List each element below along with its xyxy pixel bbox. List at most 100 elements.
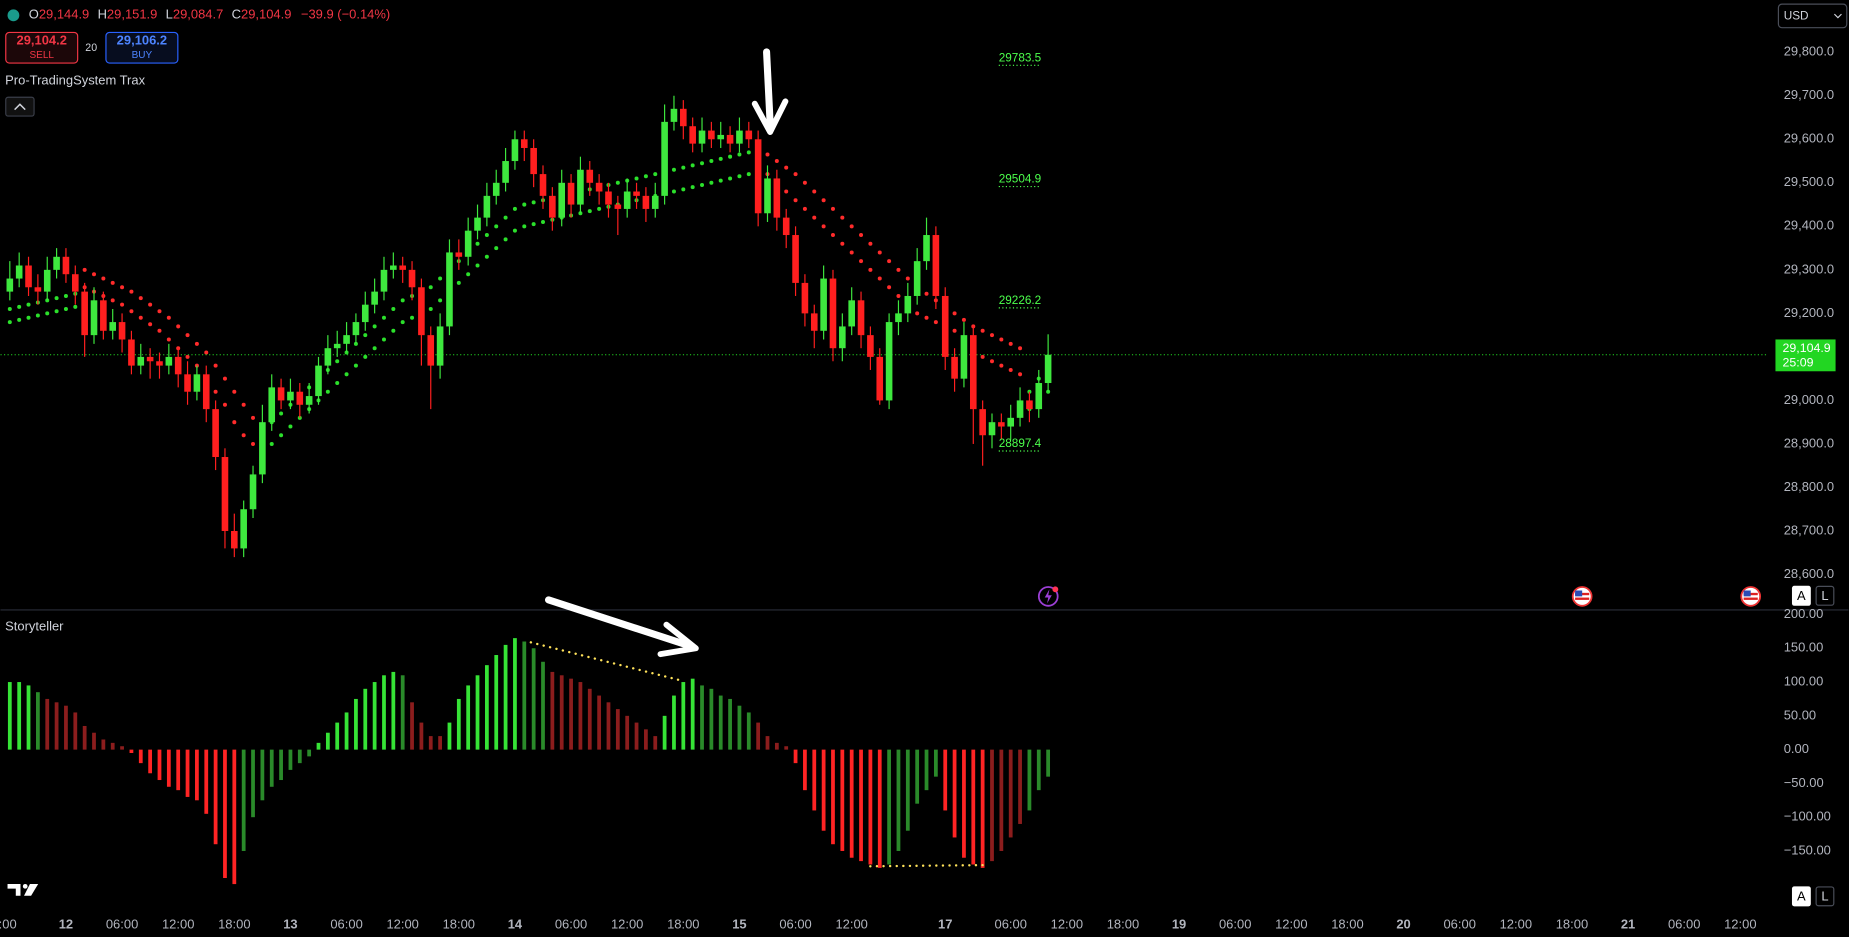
legend-change: −39.9 (−0.14%) [301,7,390,22]
currency-label[interactable]: USD [1784,10,1809,23]
histogram-bar [765,736,770,750]
candle-body [174,356,182,375]
legend-value: 29,084.7 [173,7,223,22]
candle-body [62,256,70,275]
legend-value: 29,151.9 [107,7,157,22]
y-tick-label: 50.00 [1784,707,1816,722]
last-price-tag [1775,339,1836,372]
candle-body [352,322,360,336]
candle-body [502,161,509,183]
trail-dot [522,202,527,207]
trail-dot [915,311,920,316]
trail-dot [363,354,368,359]
histogram-bar [297,749,302,764]
sell-label[interactable]: SELL [29,50,54,61]
trail-dot [728,154,733,159]
trail-dot [92,272,97,277]
histogram-bar [625,715,630,750]
candle-body [801,282,809,314]
auto-scale-label[interactable]: A [1797,588,1806,603]
histogram-bar [288,749,293,770]
histogram-bar [943,749,948,811]
axes: 29,800.0 29,700.0 29,600.0 29,500.0 29,400.0… [0,44,1836,932]
candle-body [240,509,247,549]
trail-dot [222,376,227,381]
trail-dot [924,291,929,296]
histogram-bar [962,749,966,858]
trail-dot [7,320,12,325]
x-tick-label: 18:00 [1331,917,1363,932]
trail-dot [971,324,976,329]
trail-dot [129,309,134,314]
candle-body [1026,400,1033,410]
candle-body [885,322,893,401]
trail-dot [896,293,901,298]
trail-dot [653,172,658,177]
candle-body [128,339,135,366]
sell-price[interactable]: 29,104.2 [17,33,67,48]
trail-dot [166,315,171,320]
legend-value: 29,104.9 [241,7,291,22]
histogram-bar [391,671,396,750]
auto-scale-label[interactable]: A [1797,888,1806,903]
sell-button[interactable]: 29,104.2 SELL [5,31,79,64]
trail-dot [905,276,910,281]
trail-dot [222,402,227,407]
histogram-bar [73,712,78,750]
log-scale-button[interactable] [1815,886,1835,907]
trail-dot [522,224,527,229]
flag-icon[interactable] [1571,586,1593,607]
trail-dot [746,150,751,155]
flag-icon[interactable] [1740,586,1762,607]
currency-button[interactable] [1777,3,1848,29]
candle-body [876,356,884,401]
trail-dot [45,311,50,316]
trail-dot [503,215,508,220]
trail-dot [587,209,592,214]
x-tick-label: 06:00 [555,917,587,932]
collapse-button[interactable] [5,96,35,117]
buy-button[interactable]: 29,106.2 BUY [105,31,179,64]
trail-dot [120,302,125,307]
candle-body [913,261,921,296]
histogram-bar [859,749,863,862]
x-tick-label: 06:00 [1443,917,1475,932]
trail-dot [251,415,256,420]
buy-box[interactable] [105,31,179,64]
histogram-bar [924,749,929,791]
last-price-label: 29,104.9 [1783,341,1831,355]
trail-dot [213,363,218,368]
log-scale-label[interactable]: L [1821,588,1828,603]
histogram-bar [803,749,807,791]
x-tick-label: 12:00 [835,917,867,932]
log-scale-label[interactable]: L [1821,888,1828,903]
histogram-bar [204,749,209,814]
x-tick-label: 06:00 [994,917,1026,932]
candle-body [960,335,968,379]
y-tick-label: 0.00 [1784,741,1809,756]
buy-price[interactable]: 29,106.2 [117,33,167,48]
histogram-bar [494,655,499,750]
log-scale-button[interactable] [1815,585,1835,606]
flag-stripe [1743,597,1758,600]
auto-scale-button[interactable] [1791,886,1811,907]
x-tick-label: 06:00 [330,917,362,932]
trail-dot [887,259,892,264]
countdown-label: 25:09 [1783,355,1814,369]
x-tick-label: 13 [283,917,297,932]
trail-dot [353,363,358,368]
trail-dot [737,174,742,179]
buy-label[interactable]: BUY [132,50,153,61]
histogram-bar [896,749,901,851]
histogram-bar [541,661,545,750]
auto-scale-button[interactable] [1791,585,1811,606]
candle-body [1016,400,1024,418]
trail-dot [1018,372,1023,377]
trail-dot [176,346,181,351]
trail-dot [690,185,695,190]
trail-dot [1018,346,1023,351]
sell-box[interactable] [5,31,79,64]
flag-canton [1575,590,1583,597]
x-tick-label: 12:00 [1275,917,1307,932]
histogram-bar [634,722,639,750]
